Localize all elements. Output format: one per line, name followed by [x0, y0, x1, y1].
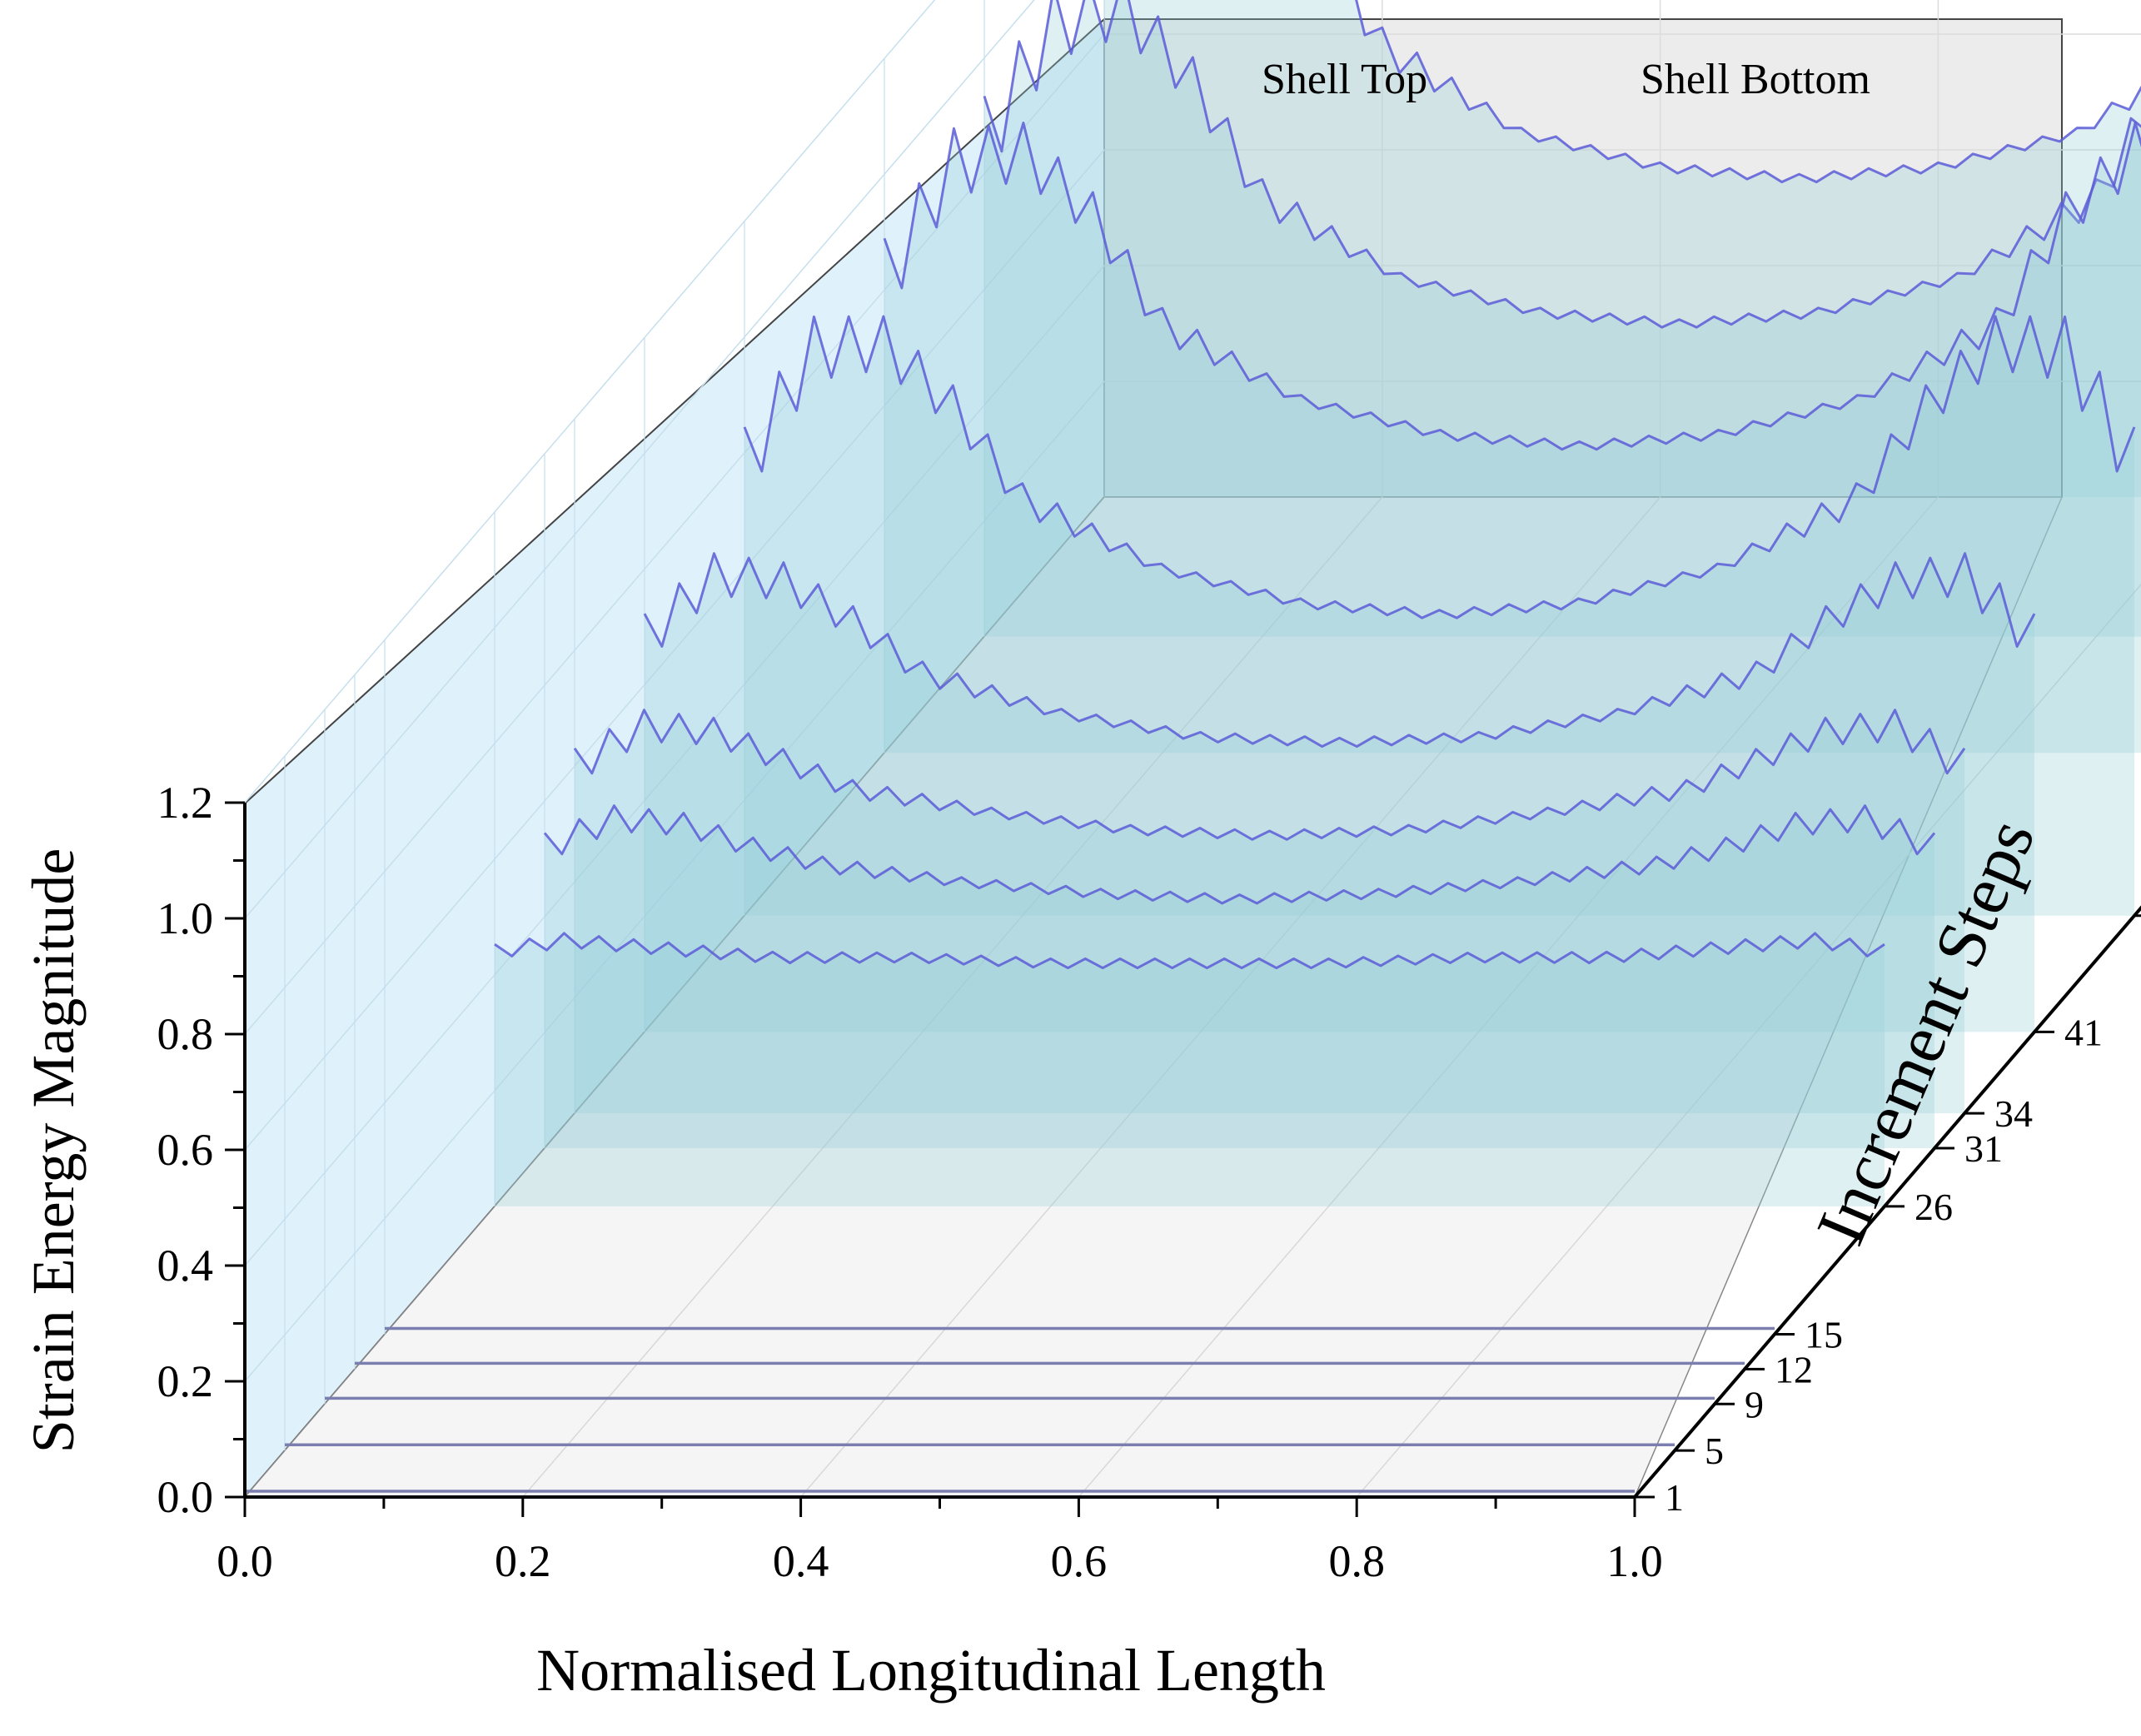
z-tick-label: 15 — [1805, 1313, 1843, 1355]
series-87 — [1104, 0, 2141, 497]
series-65-line — [883, 122, 2141, 451]
floor-grid-line — [1356, 583, 2141, 1498]
series-layer — [245, 0, 2141, 1493]
y-tick-label: 0.4 — [157, 1241, 214, 1291]
series-31-fill — [545, 805, 1934, 1149]
left-wall-grid-line — [244, 0, 1035, 919]
x-tick-label: 0.2 — [495, 1536, 551, 1586]
y-tick-label: 1.0 — [157, 893, 214, 943]
z-tick-label: 5 — [1705, 1430, 1724, 1472]
series-34-line — [573, 709, 1966, 841]
z-tick-label: 26 — [1914, 1186, 1953, 1228]
series-51 — [743, 315, 2136, 916]
y-tick-label: 0.0 — [157, 1472, 214, 1522]
left-wall-grid-line — [244, 265, 1105, 1266]
floor-grid-line — [522, 496, 1383, 1498]
z-tick-label: 31 — [1964, 1127, 2003, 1170]
floor-grid-line — [800, 496, 1661, 1498]
z-tick-label: 12 — [1775, 1348, 1813, 1390]
series-26-line — [494, 932, 1885, 970]
series-87-fill — [1104, 0, 2141, 497]
series-34 — [573, 709, 1966, 1114]
y-tick-label: 0.2 — [157, 1356, 214, 1406]
z-tick-label: 34 — [1994, 1092, 2033, 1135]
series-75-line — [983, 0, 2141, 329]
series-31 — [543, 804, 1936, 1149]
left-wall-grid-line — [244, 33, 1105, 1035]
series-34-fill — [575, 709, 1964, 1114]
x-tick-label: 1.0 — [1606, 1536, 1663, 1586]
floor-grid-line — [1078, 496, 1939, 1498]
left-wall-grid-line — [244, 149, 1105, 1151]
x-tick-label: 0.4 — [773, 1536, 829, 1586]
annotation-shell-top: Shell Top — [1262, 56, 1427, 103]
z-tick-label: 9 — [1745, 1383, 1764, 1425]
left-wall-grid-line — [244, 381, 1105, 1382]
axes-layer: 0.0 0.2 0.4 0.6 0.8 1.0 0.0 0.2 0.4 0.6 0.8 1.0 1.2 1… — [157, 778, 2141, 1586]
series-41-fill — [645, 553, 2034, 1032]
series-51-line — [743, 315, 2136, 619]
z-tick-label: 41 — [2064, 1011, 2103, 1053]
z-tick-label: 1 — [1665, 1476, 1684, 1519]
y-axis-title: Strain Energy Magnitude — [20, 848, 87, 1454]
series-26 — [494, 932, 1885, 1206]
x-tick-label: 0.0 — [217, 1536, 273, 1586]
series-87-line — [1355, 0, 2141, 184]
series-51-fill — [744, 316, 2134, 916]
series-75 — [983, 0, 2141, 637]
series-31-line — [543, 804, 1936, 905]
grid-lines — [244, 0, 2141, 1498]
annotation-shell-bottom: Shell Bottom — [1641, 56, 1870, 103]
series-26-fill — [495, 933, 1885, 1206]
series-41-line — [643, 552, 2036, 749]
x-axis-title: Normalised Longitudinal Length — [536, 1637, 1326, 1704]
z-axis-line — [1633, 905, 2141, 1499]
y-tick-label: 0.6 — [157, 1125, 214, 1175]
series-75-fill — [984, 0, 2141, 637]
x-tick-label: 0.8 — [1328, 1536, 1385, 1586]
series-65 — [883, 122, 2141, 754]
series-41 — [643, 552, 2036, 1032]
y-tick-label: 1.2 — [157, 778, 214, 828]
y-tick-label: 0.8 — [157, 1009, 214, 1059]
x-tick-label: 0.6 — [1051, 1536, 1108, 1586]
left-wall-grid-line — [244, 0, 936, 803]
